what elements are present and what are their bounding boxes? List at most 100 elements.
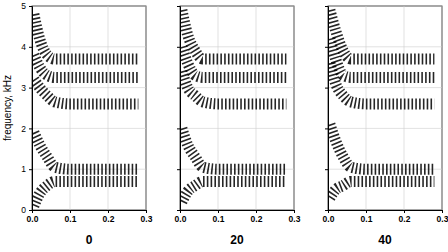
tick-mark [70,210,71,213]
tick-mark [29,169,32,170]
tick-mark [29,47,32,48]
tick-mark [29,210,32,211]
tick [325,210,328,211]
formant-track [330,124,435,169]
formant-track [330,181,435,197]
grid [180,6,294,210]
tick-label: 1 [21,164,26,174]
tick-mark [218,210,219,213]
tick: 1 [21,164,32,174]
tick-mark [177,88,180,89]
axis-line [329,211,443,214]
tick: 0.2 [251,210,263,224]
formants [34,14,138,206]
grid-line [294,6,295,210]
tick-mark [256,210,257,213]
formant-track [34,14,138,59]
tick-label: 0.0 [27,214,39,224]
tick-label: 0.1 [213,214,225,224]
formant-track [34,79,138,103]
axis-line [181,211,295,214]
tick-label: 0.2 [399,214,411,224]
tick: 2 [21,124,32,134]
axis-line [29,7,33,211]
tick [177,6,180,7]
formant-track [182,10,287,59]
grid-line [180,128,294,129]
figure: 0.00.10.20.30123450frequency, kHz0.00.10… [0,0,448,252]
grid [328,6,442,210]
tick-label: 0.0 [175,214,187,224]
tick: 5 [21,1,32,11]
grid-line [328,87,442,88]
tick [325,6,328,7]
grid-line [32,87,146,88]
tick-mark [177,6,180,7]
tick-mark [325,88,328,89]
y-axis: 0 1 2 3 4 5 [21,1,32,215]
tick: 0.0 [323,210,335,224]
tick [177,169,180,170]
y-axis [325,7,329,211]
grid [32,6,146,210]
tick-mark [325,210,328,211]
tick-label: 3 [21,83,26,93]
tick-label: 4 [21,42,26,52]
formant-track [182,128,287,169]
tick-mark [29,88,32,89]
tick-label: 0.2 [103,214,115,224]
panel-title: 20 [230,233,244,247]
grid-line [32,46,146,47]
tick-label: 5 [21,1,26,11]
formants [330,10,435,198]
panel-title: 40 [378,233,392,247]
formant-track [330,10,435,59]
formant-track [330,63,435,104]
tick-label: 0 [21,205,26,215]
tick-label: 0.0 [323,214,335,224]
tick: 0.2 [399,210,411,224]
tick-mark [177,47,180,48]
tick-mark [366,210,367,213]
panel-title: 0 [86,233,93,247]
tick-mark [325,128,328,129]
tick-label: 0.1 [361,214,373,224]
tick: 0.3 [437,210,448,224]
tick-label: 0.1 [65,214,77,224]
tick [325,47,328,48]
formant-track [182,181,287,201]
tick: 4 [21,42,32,52]
tick [177,88,180,89]
panel: 0.00.10.20.3 [175,6,301,224]
grid-line [328,46,442,47]
tick-mark [325,47,328,48]
tick [325,128,328,129]
tick-mark [325,169,328,170]
tick-mark [108,210,109,213]
x-axis: 0.0 0.1 0.2 0.3 [323,210,448,224]
grid-line [180,46,294,47]
plot-frame [180,6,294,210]
tick-mark [146,210,147,213]
y-axis-title: frequency, kHz [2,75,13,141]
tick-mark [325,6,328,7]
tick [325,88,328,89]
tick-label: 0.3 [141,214,153,224]
tick-label: 2 [21,124,26,134]
grid-line [442,6,443,210]
axis-line [177,7,181,211]
grid-line [180,87,294,88]
tick-mark [29,6,32,7]
grid-line [32,128,146,129]
x-axis: 0.00.10.20.3 [175,210,301,224]
x-axis: 0.0 0.1 0.2 0.3 [27,210,153,224]
formant-track [34,132,138,169]
tick-mark [177,169,180,170]
tick-mark [294,210,295,213]
tick-mark [29,128,32,129]
plot-frame [32,6,146,210]
panel: 0.0 0.1 0.2 0.3 0 1 2 3 4 5 [21,1,152,224]
panel: 0.0 0.1 0.2 0.3 [323,6,448,224]
tick: 0.1 [213,210,225,224]
axis-line [325,7,329,211]
